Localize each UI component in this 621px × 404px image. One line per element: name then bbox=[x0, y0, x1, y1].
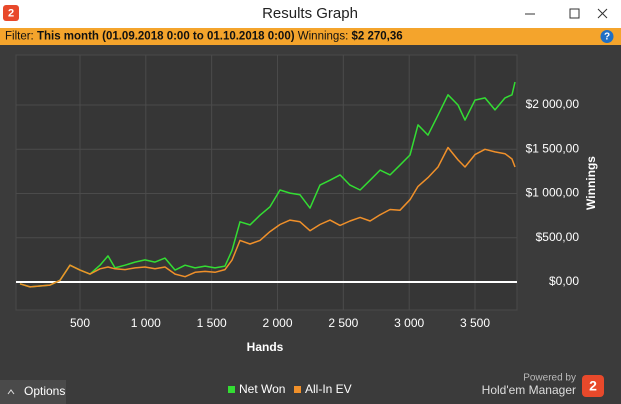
winnings-label: Winnings: bbox=[298, 31, 349, 43]
options-text: Options bbox=[24, 384, 65, 398]
brand-icon-text: 2 bbox=[589, 378, 597, 394]
legend-label: Net Won bbox=[239, 382, 285, 396]
x-tick-label: 3 000 bbox=[394, 316, 424, 330]
series-line bbox=[19, 146, 516, 288]
filter-text: Filter: This month (01.09.2018 0:00 to 0… bbox=[5, 31, 403, 43]
plot-area bbox=[15, 54, 518, 311]
series-line bbox=[19, 81, 516, 288]
x-tick-label: 3 500 bbox=[460, 316, 490, 330]
window-title: Results Graph bbox=[262, 5, 358, 22]
x-axis-label: Hands bbox=[247, 340, 284, 354]
y-tick-label: $1 500,00 bbox=[526, 141, 580, 155]
legend-label: All-In EV bbox=[305, 382, 352, 396]
x-tick-label: 2 500 bbox=[328, 316, 358, 330]
maximize-button[interactable] bbox=[569, 8, 580, 19]
brand-icon bbox=[582, 375, 604, 397]
app-icon bbox=[3, 5, 19, 21]
help-icon-text: ? bbox=[604, 32, 610, 43]
filter-label: Filter: bbox=[5, 31, 34, 43]
y-tick-label: $500,00 bbox=[536, 230, 580, 244]
y-axis-label: Winnings bbox=[584, 156, 598, 210]
legend-swatch bbox=[228, 386, 235, 393]
brand-name: Hold'em Manager bbox=[482, 383, 576, 397]
title-bar bbox=[0, 0, 621, 28]
y-tick-label: $2 000,00 bbox=[526, 97, 580, 111]
y-tick-label: $1 000,00 bbox=[526, 186, 580, 200]
x-tick-label: 2 000 bbox=[262, 316, 292, 330]
legend-swatch bbox=[294, 386, 301, 393]
help-icon[interactable] bbox=[600, 30, 614, 43]
x-tick-label: 500 bbox=[70, 316, 90, 330]
filter-period: This month (01.09.2018 0:00 to 01.10.201… bbox=[37, 31, 295, 43]
powered-by: Powered by bbox=[523, 373, 576, 384]
app-icon-text: 2 bbox=[8, 7, 14, 19]
winnings-value: $2 270,36 bbox=[351, 31, 402, 43]
x-tick-label: 1 000 bbox=[131, 316, 161, 330]
close-button[interactable] bbox=[597, 8, 608, 19]
y-tick-label: $0,00 bbox=[549, 274, 579, 288]
options-arrow bbox=[7, 389, 15, 395]
filter-bar bbox=[0, 28, 621, 45]
x-tick-label: 1 500 bbox=[197, 316, 227, 330]
options-button[interactable] bbox=[0, 380, 66, 404]
